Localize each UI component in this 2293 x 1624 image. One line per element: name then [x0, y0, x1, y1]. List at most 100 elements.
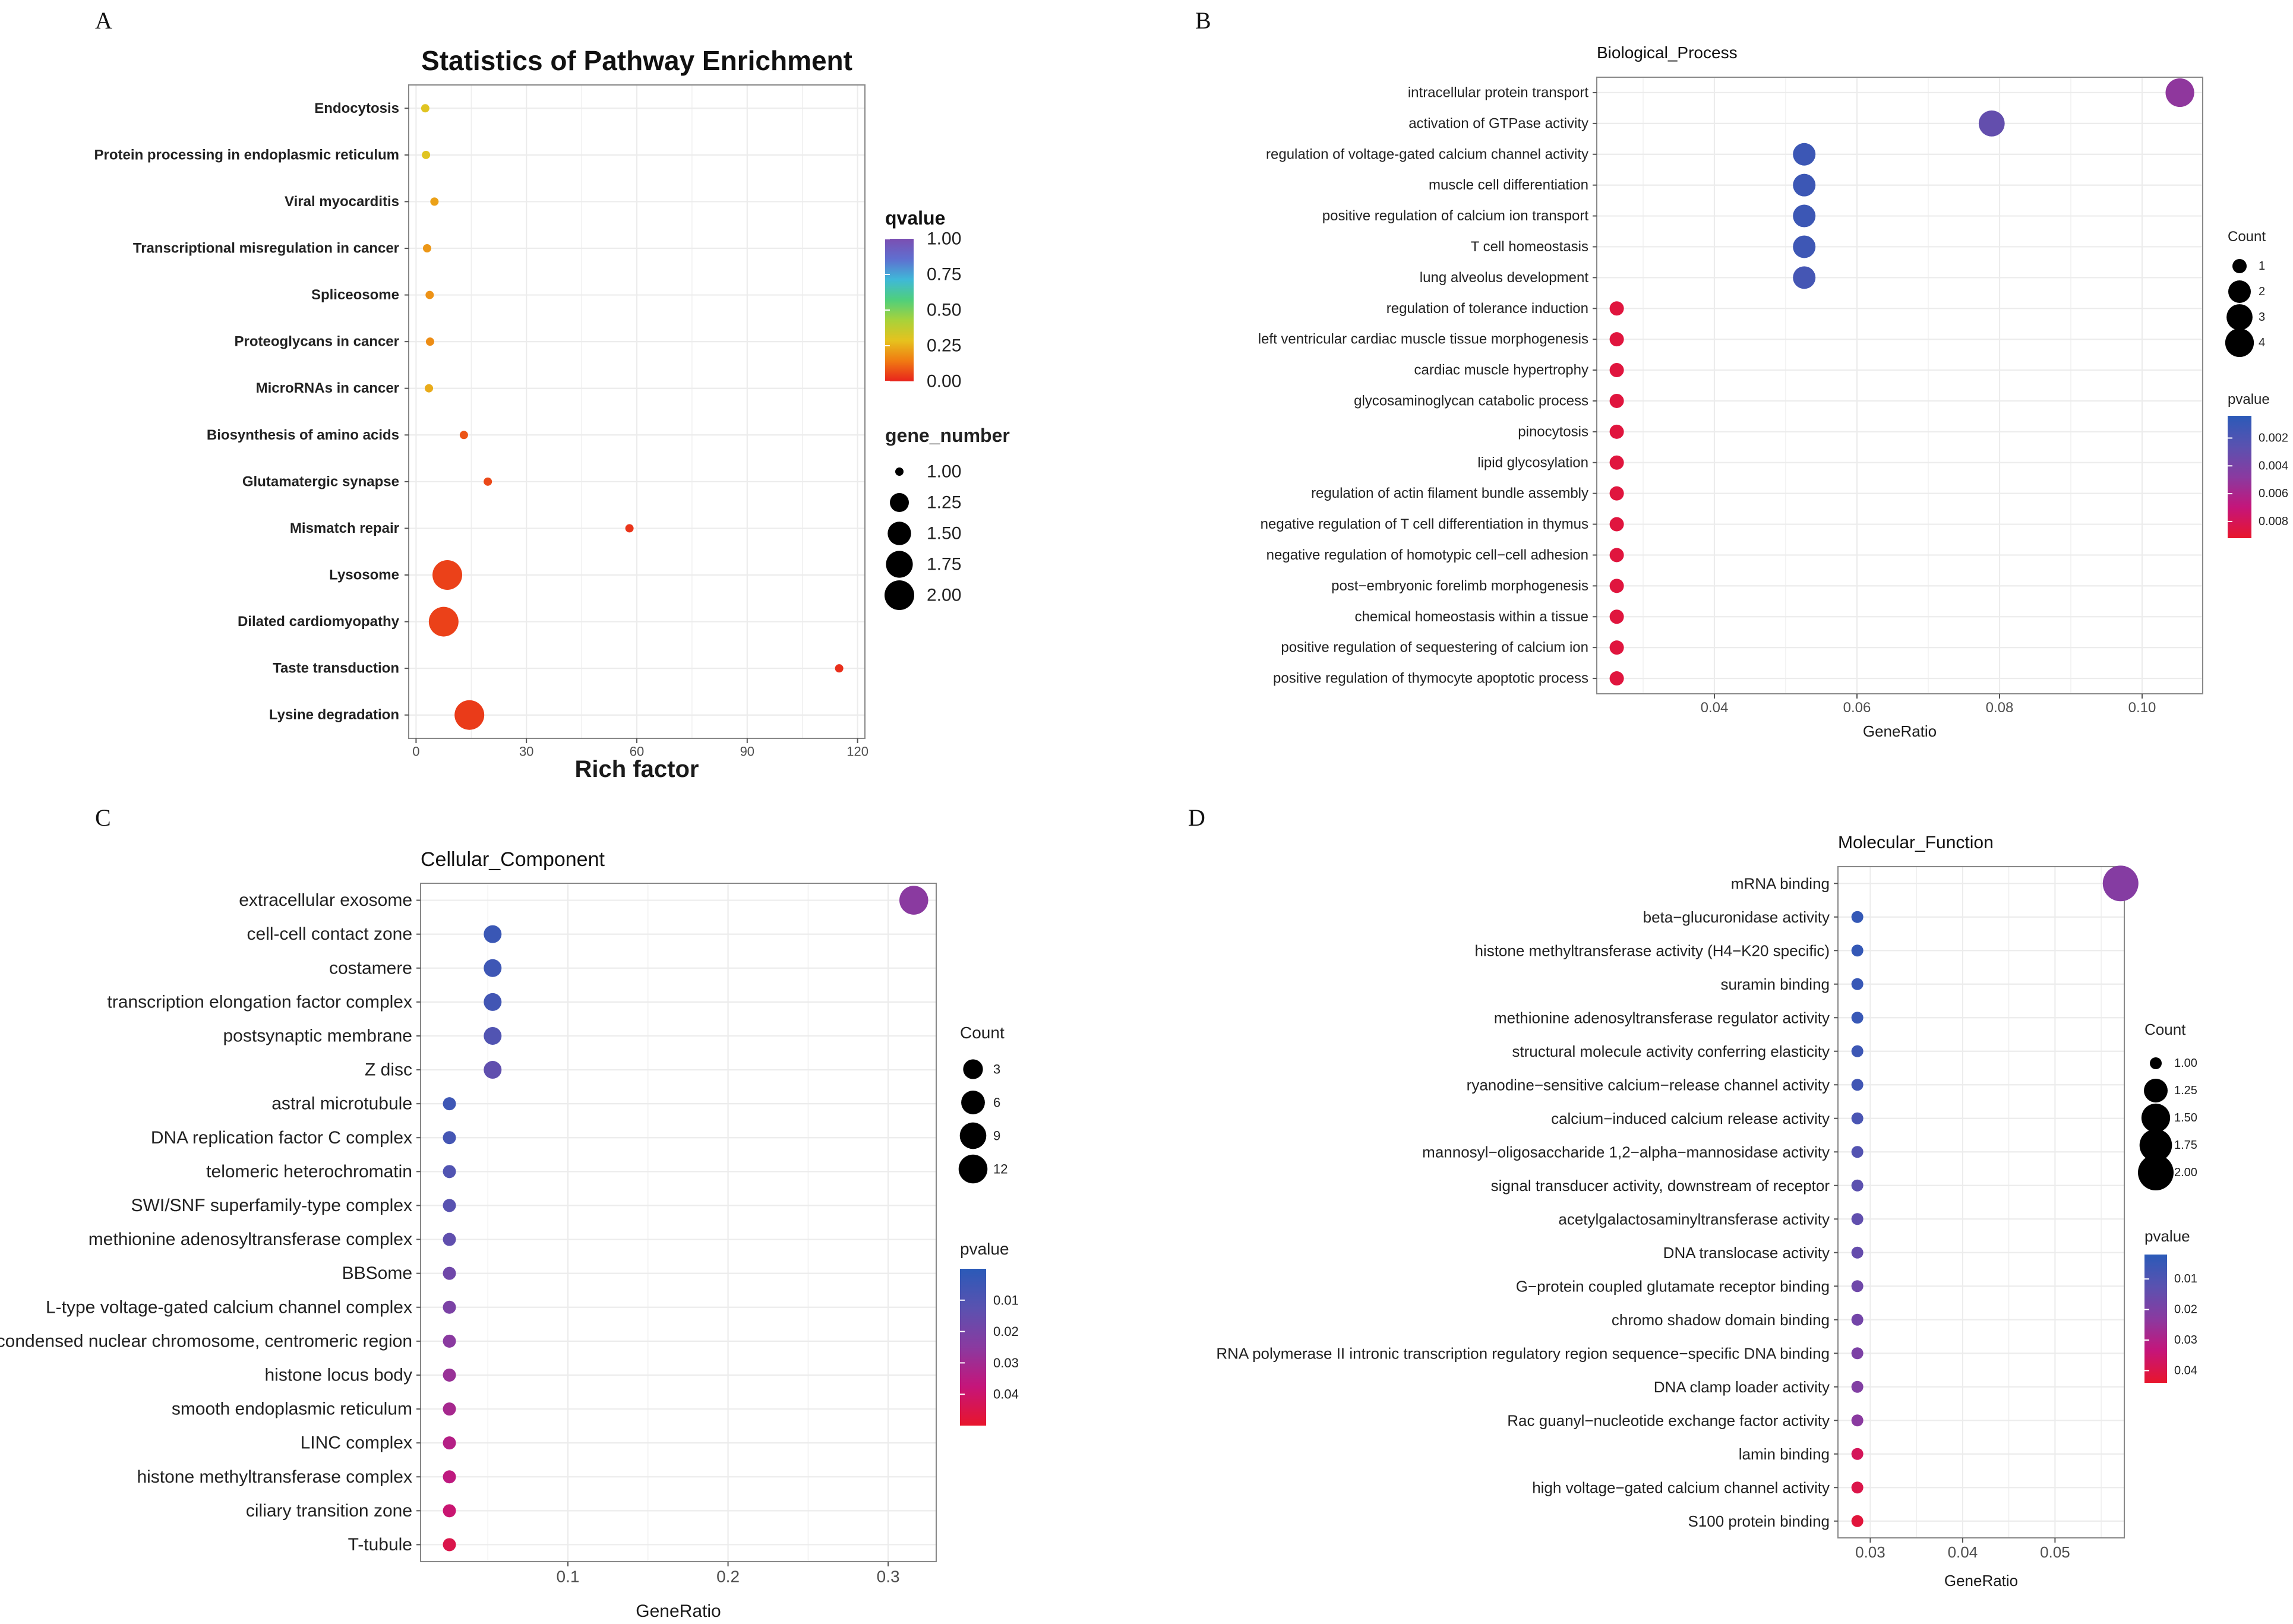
panel-b-point: [1793, 204, 1816, 228]
panel-c-y-label: DNA replication factor C complex: [151, 1128, 412, 1148]
panel-a-y-label: Spliceosome: [311, 287, 399, 303]
panel-letter-d: D: [1188, 804, 1205, 831]
panel-d-point: [1851, 1280, 1864, 1293]
panel-d-point: [1851, 1313, 1864, 1326]
panel-d-y-label: G−protein coupled glutamate receptor bin…: [1516, 1277, 1830, 1295]
panel-c-y-label: Z disc: [365, 1060, 412, 1080]
panel-c-plot-area: [421, 883, 936, 1562]
panel-a-y-label: Taste transduction: [273, 661, 399, 677]
panel-c-point: [443, 1402, 456, 1416]
panel-a-point: [454, 700, 485, 730]
panel-a-size-legend-dot: [886, 551, 913, 578]
panel-a-point: [484, 477, 492, 486]
panel-letter-b: B: [1195, 7, 1211, 34]
panel-c-color-legend-label: 0.01: [993, 1293, 1019, 1307]
panel-a-y-label: Proteoglycans in cancer: [235, 334, 399, 350]
panel-a-x-tick-label: 120: [847, 744, 868, 759]
panel-b-y-label: cardiac muscle hypertrophy: [1414, 362, 1588, 378]
panel-a-y-label: Viral myocarditis: [285, 194, 399, 210]
panel-c-point: [484, 1061, 502, 1079]
panel-c-plot-border: [420, 883, 937, 1562]
panel-d-y-label: structural molecule activity conferring …: [1512, 1042, 1830, 1060]
panel-d-x-axis-title: GeneRatio: [1944, 1572, 2018, 1590]
panel-c-color-legend-label: 0.02: [993, 1324, 1019, 1339]
panel-a-y-label: Biosynthesis of amino acids: [207, 427, 399, 443]
panel-c-y-label: transcription elongation factor complex: [107, 992, 412, 1012]
panel-c-point: [484, 993, 502, 1011]
panel-d-color-legend-title: pvalue: [2144, 1227, 2190, 1245]
panel-a-y-label: Dilated cardiomyopathy: [238, 614, 400, 630]
panel-c-y-label: LINC complex: [301, 1433, 412, 1453]
panel-b-size-legend-label: 2: [2259, 285, 2265, 298]
panel-c-size-legend-label: 12: [993, 1162, 1007, 1177]
panel-b-point: [1609, 486, 1624, 501]
panel-c-y-label: smooth endoplasmic reticulum: [172, 1399, 412, 1419]
panel-b-y-label: positive regulation of calcium ion trans…: [1322, 208, 1589, 224]
panel-b-point: [1609, 363, 1624, 378]
panel-b-point: [1609, 332, 1624, 347]
panel-b-y-label: post−embryonic forelimb morphogenesis: [1331, 578, 1588, 594]
panel-d-point: [1851, 1079, 1864, 1091]
chart-panel-d: mRNA binding beta−glucuronidase activity h…: [1216, 833, 2197, 1590]
panel-d-point: [1851, 1146, 1864, 1158]
panel-c-point: [443, 1233, 456, 1246]
panel-a-color-legend-title: qvalue: [885, 207, 945, 229]
panel-c-point: [443, 1470, 456, 1484]
panel-c-y-label: methionine adenosyltransferase complex: [89, 1230, 412, 1249]
panel-d-point: [1851, 978, 1864, 990]
panel-c-y-label: ciliary transition zone: [246, 1501, 412, 1521]
panel-a-point: [425, 337, 434, 346]
panel-b-plot-area: [1597, 77, 2203, 694]
panel-d-y-label: S100 protein binding: [1688, 1512, 1830, 1530]
panel-b-y-label: regulation of tolerance induction: [1386, 301, 1588, 317]
panel-b-y-label: regulation of actin filament bundle asse…: [1311, 485, 1588, 501]
panel-a-y-label: Glutamatergic synapse: [242, 473, 399, 489]
panel-c-y-label: SWI/SNF superfamily-type complex: [131, 1196, 412, 1215]
panel-a-size-legend-title: gene_number: [885, 425, 1010, 446]
panel-b-point: [1609, 548, 1624, 563]
panel-c-point: [443, 1199, 456, 1212]
panel-b-color-bar: [2228, 416, 2251, 538]
panel-c-x-tick-label: 0.3: [877, 1567, 900, 1585]
panel-b-y-label: glycosaminoglycan catabolic process: [1354, 393, 1588, 409]
panel-d-point: [1851, 1481, 1864, 1494]
panel-d-y-label: ryanodine−sensitive calcium−release chan…: [1467, 1076, 1830, 1094]
panel-d-point: [1851, 1448, 1864, 1460]
panel-a-point: [432, 560, 463, 590]
panel-c-y-label: condensed nuclear chromosome, centromeri…: [0, 1331, 412, 1351]
panel-d-size-legend-dot: [2144, 1079, 2168, 1102]
panel-d-x-tick-label: 0.05: [2040, 1543, 2070, 1561]
panel-d-size-legend-label: 1.25: [2174, 1084, 2197, 1097]
panel-b-x-axis-title: GeneRatio: [1863, 722, 1937, 740]
panel-d-y-label: histone methyltransferase activity (H4−K…: [1474, 941, 1830, 959]
panel-b-point: [1793, 235, 1816, 258]
panel-d-y-label: signal transducer activity, downstream o…: [1491, 1177, 1830, 1195]
panel-d-y-label: DNA translocase activity: [1663, 1244, 1830, 1262]
panel-c-color-legend-title: pvalue: [960, 1240, 1009, 1258]
panel-d-x-tick-label: 0.03: [1855, 1543, 1885, 1561]
panel-d-point: [1851, 1515, 1864, 1527]
panel-b-point: [1978, 110, 2005, 137]
panel-b-size-legend-dot: [2226, 304, 2253, 330]
panel-a-point: [422, 150, 431, 159]
panel-c-size-legend-dot: [958, 1154, 988, 1184]
panel-c-size-legend-dot: [959, 1122, 987, 1149]
panel-c-point: [443, 1538, 456, 1552]
panel-b-point: [1609, 609, 1624, 624]
panel-b-size-legend-label: 1: [2259, 260, 2265, 273]
panel-d-point: [1851, 1012, 1864, 1024]
panel-b-y-label: T cell homeostasis: [1471, 239, 1588, 255]
panel-b-point: [1609, 455, 1624, 470]
panel-b-color-legend-label: 0.008: [2259, 515, 2288, 528]
panel-d-color-legend-label: 0.02: [2174, 1303, 2197, 1316]
panel-d-y-label: mRNA binding: [1731, 874, 1830, 892]
panel-b-point: [1793, 266, 1816, 289]
panel-c-y-label: costamere: [329, 958, 412, 978]
panel-d-point: [1851, 1246, 1864, 1259]
panel-d-size-legend-label: 1.75: [2174, 1139, 2197, 1152]
panel-b-y-label: pinocytosis: [1518, 424, 1588, 440]
panel-b-y-label: lung alveolus development: [1420, 270, 1589, 286]
panel-b-y-label: intracellular protein transport: [1408, 84, 1588, 100]
panel-d-y-label: suramin binding: [1720, 975, 1830, 993]
panel-b-size-legend-label: 3: [2259, 311, 2265, 324]
